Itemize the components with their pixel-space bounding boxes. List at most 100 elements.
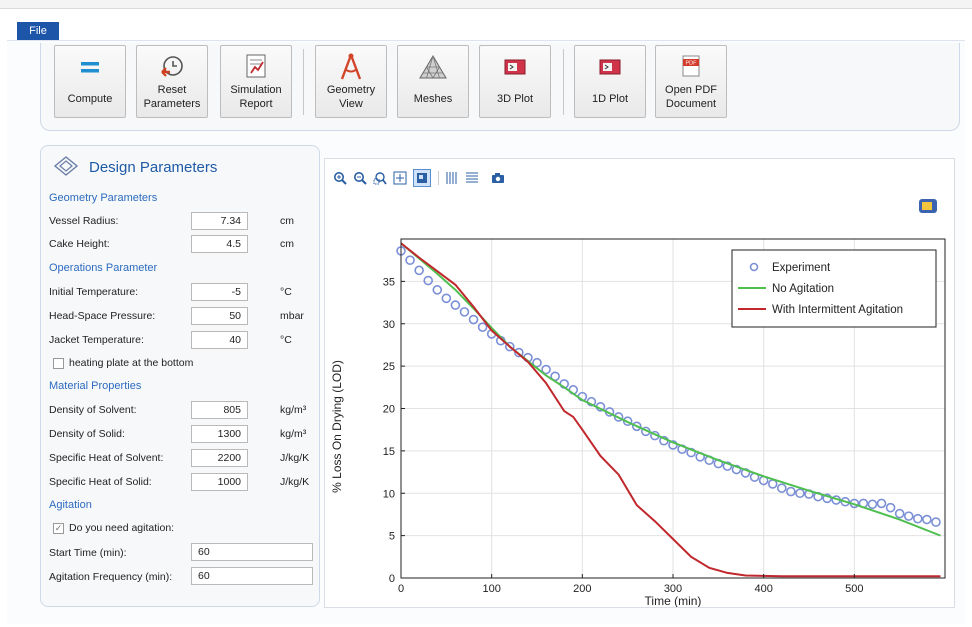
heating-plate-checkbox[interactable]	[53, 358, 64, 369]
x-tick-label: 300	[664, 583, 682, 595]
design-diamond-icon	[53, 155, 79, 180]
scene-light-icon[interactable]	[413, 169, 431, 187]
experiment-marker	[441, 293, 452, 304]
jacket-temperature-input[interactable]: 40	[191, 331, 248, 349]
heat-solvent-label: Specific Heat of Solvent:	[49, 452, 164, 464]
zoom-out-icon[interactable]	[353, 171, 367, 185]
experiment-marker	[903, 511, 914, 521]
file-menu-tab[interactable]: File	[17, 22, 59, 40]
plot-3d-icon	[480, 52, 550, 82]
geometry-view-button[interactable]: Geometry View	[315, 45, 387, 118]
need-agitation-label: Do you need agitation:	[69, 522, 175, 534]
experiment-marker	[776, 483, 787, 493]
initial-temperature-input[interactable]: -5	[191, 283, 248, 301]
plot-settings-icon[interactable]	[918, 197, 938, 218]
agitation-frequency-input[interactable]: 60	[191, 567, 313, 585]
reset-parameters-button[interactable]: Reset Parameters	[136, 45, 208, 118]
y-axis-label: % Loss On Drying (LOD)	[330, 360, 344, 493]
chart-legend: Experiment No Agitation With Intermittent …	[731, 249, 937, 328]
density-solvent-unit: kg/m³	[280, 404, 307, 416]
agitation-frequency-label: Agitation Frequency (min):	[49, 571, 173, 583]
cake-height-input[interactable]: 4.5	[191, 235, 248, 253]
experiment-marker	[423, 275, 433, 286]
open-pdf-label: Open PDF Document	[665, 84, 717, 110]
ribbon-separator	[303, 49, 304, 115]
initial-temperature-label: Initial Temperature:	[49, 286, 139, 298]
y-tick-label: 35	[383, 276, 395, 288]
need-agitation-checkbox[interactable]: ✓	[53, 523, 64, 534]
x-tick-label: 400	[754, 583, 772, 595]
y-tick-label: 15	[383, 446, 395, 458]
experiment-marker	[731, 464, 742, 475]
x-tick-label: 100	[482, 583, 500, 595]
experiment-marker	[468, 314, 479, 325]
design-parameters-panel: Design Parameters Geometry Parameters Ve…	[40, 145, 320, 607]
y-tick-label: 30	[383, 319, 395, 331]
zoom-box-icon[interactable]	[373, 171, 387, 185]
grid-vertical-icon[interactable]	[445, 171, 459, 185]
experiment-marker	[894, 508, 905, 519]
y-tick-label: 5	[389, 531, 395, 543]
x-axis-label: Time (min)	[645, 594, 702, 607]
simulation-report-button[interactable]: Simulation Report	[220, 45, 292, 118]
pdf-icon: PDF	[656, 52, 726, 82]
legend-label: Experiment	[772, 262, 831, 274]
experiment-marker	[405, 255, 415, 265]
experiment-marker	[876, 498, 887, 509]
headspace-pressure-input[interactable]: 50	[191, 307, 248, 325]
jacket-temperature-label: Jacket Temperature:	[49, 334, 144, 346]
zoom-extents-icon[interactable]	[393, 171, 407, 185]
window-top-strip	[0, 0, 972, 9]
svg-text:PDF: PDF	[686, 61, 698, 67]
experiment-marker	[505, 341, 515, 352]
vessel-radius-unit: cm	[280, 215, 294, 227]
heat-solid-input[interactable]: 1000	[191, 473, 248, 491]
zoom-in-icon[interactable]	[333, 171, 347, 185]
heat-solvent-unit: J/kg/K	[280, 452, 310, 464]
density-solvent-input[interactable]: 805	[191, 401, 248, 419]
plot-3d-label: 3D Plot	[496, 93, 534, 105]
start-time-input[interactable]: 60	[191, 543, 313, 561]
vessel-radius-input[interactable]: 7.34	[191, 212, 248, 230]
experiment-marker	[767, 479, 778, 489]
camera-icon[interactable]	[491, 171, 505, 185]
plot-1d-button[interactable]: 1D Plot	[574, 45, 646, 118]
cake-height-label: Cake Height:	[49, 238, 110, 250]
geometry-section-header: Geometry Parameters	[49, 192, 158, 204]
report-icon	[221, 52, 291, 82]
plot-3d-button[interactable]: 3D Plot	[479, 45, 551, 118]
meshes-label: Meshes	[413, 93, 453, 105]
meshes-button[interactable]: Meshes	[397, 45, 469, 118]
initial-temperature-unit: °C	[280, 286, 292, 298]
legend-label: No Agitation	[772, 283, 834, 295]
cake-height-unit: cm	[280, 238, 294, 250]
experiment-marker	[541, 364, 551, 375]
equals-icon	[55, 52, 125, 82]
ribbon-toolbar: Compute Reset Parameters Simulation Repo…	[40, 43, 960, 131]
experiment-marker	[532, 357, 542, 368]
experiment-marker	[786, 486, 796, 497]
experiment-marker	[414, 265, 424, 276]
start-time-label: Start Time (min):	[49, 547, 127, 559]
heating-plate-label: heating plate at the bottom	[69, 357, 194, 369]
x-tick-label: 0	[398, 583, 404, 595]
heat-solvent-input[interactable]: 2200	[191, 449, 248, 467]
experiment-marker	[613, 412, 624, 422]
geometry-view-label: Geometry View	[326, 84, 376, 110]
no-agitation-line	[400, 242, 941, 537]
compute-button[interactable]: Compute	[54, 45, 126, 118]
experiment-marker	[912, 513, 923, 524]
chart-ticks: 0 100 200 300 400 500 0 5 10 15 20 25 30 35	[383, 276, 864, 595]
reset-parameters-label: Reset Parameters	[143, 84, 201, 110]
headspace-pressure-label: Head-Space Pressure:	[49, 310, 156, 322]
experiment-marker	[514, 347, 524, 358]
x-tick-label: 500	[845, 583, 863, 595]
toolbar-separator	[438, 171, 439, 185]
density-solid-input[interactable]: 1300	[191, 425, 248, 443]
legend-marker	[749, 262, 759, 272]
geometry-compass-icon	[316, 52, 386, 82]
grid-horizontal-icon[interactable]	[465, 171, 479, 185]
intermittent-agitation-line	[400, 242, 941, 578]
open-pdf-button[interactable]: PDF Open PDF Document	[655, 45, 727, 118]
experiment-marker	[477, 322, 488, 332]
